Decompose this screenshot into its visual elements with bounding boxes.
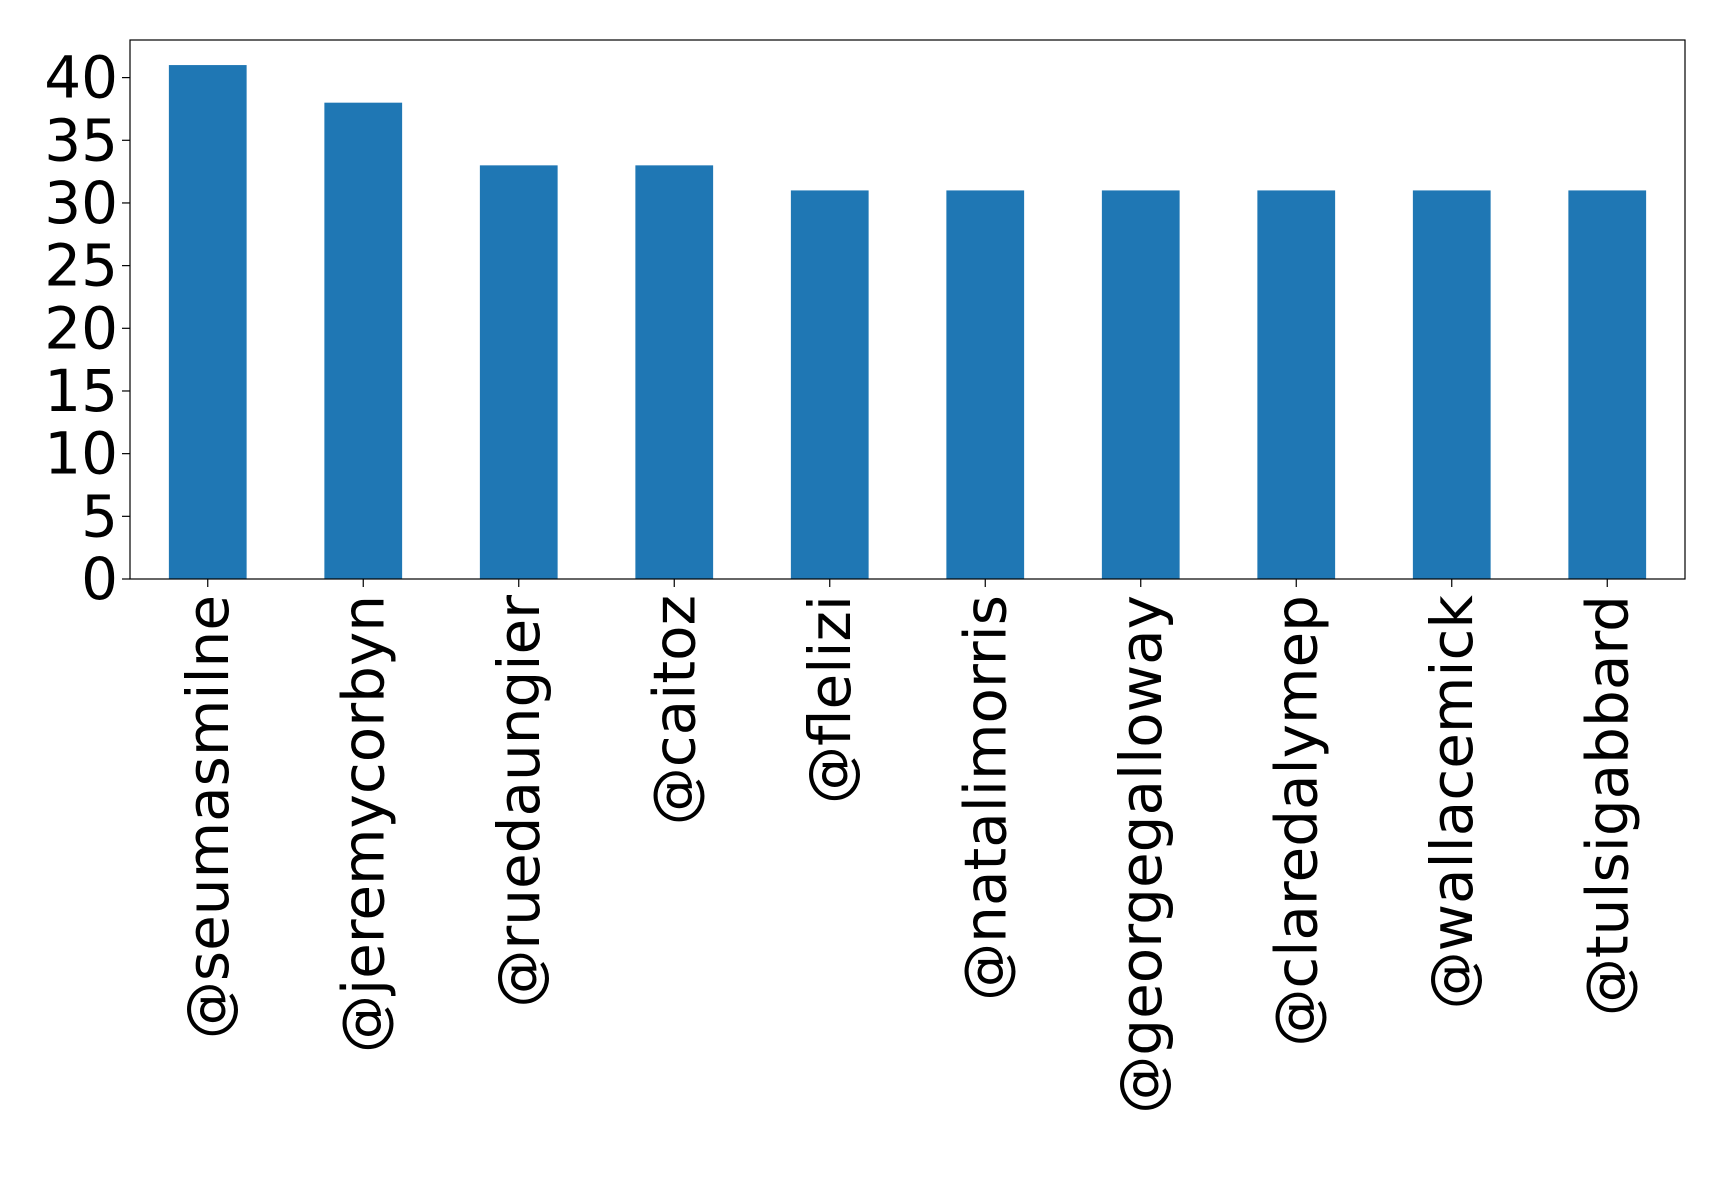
y-tick-label: 10 [44,420,118,488]
y-tick-label: 25 [44,232,118,300]
bar-claredalymep [1257,190,1336,579]
x-tick-label: @seumasmilne [174,595,242,1039]
bar-wallacemick [1412,190,1491,579]
bar-flelizi [790,190,869,579]
bar-georgegalloway [1101,190,1180,579]
x-tick-label: @georgegalloway [1107,595,1175,1114]
bar-seumasmilne [168,65,247,580]
y-tick-label: 20 [44,294,118,362]
bar-tulsigabbard [1568,190,1647,579]
x-tick-label: @caitoz [640,595,708,825]
x-tick-label: @jeremycorbyn [329,595,397,1053]
bar-jeremycorbyn [324,102,403,580]
x-tick-label: @tulsigabbard [1573,595,1641,1016]
y-tick-label: 5 [81,482,118,550]
x-axis: @seumasmilne @jeremycorbyn @ruedaungier @ca… [174,579,1641,1114]
bar-natalimorris [946,190,1025,579]
x-tick-label: @ruedaungier [485,595,553,1008]
x-tick-label: @flelizi [796,595,864,804]
y-tick-label: 40 [44,44,118,112]
y-tick-label: 35 [44,106,118,174]
y-tick-label: 0 [81,545,118,613]
x-tick-label: @natalimorris [951,595,1019,1001]
x-tick-label: @claredalymep [1262,595,1330,1047]
bar-caitoz [635,165,714,580]
plot-frame [129,39,1686,580]
bar-ruedaungier [479,165,558,580]
y-tick-label: 30 [44,169,118,237]
x-tick-label: @wallacemick [1418,595,1486,1010]
y-tick-label: 15 [44,357,118,425]
bars-group [168,65,1647,580]
